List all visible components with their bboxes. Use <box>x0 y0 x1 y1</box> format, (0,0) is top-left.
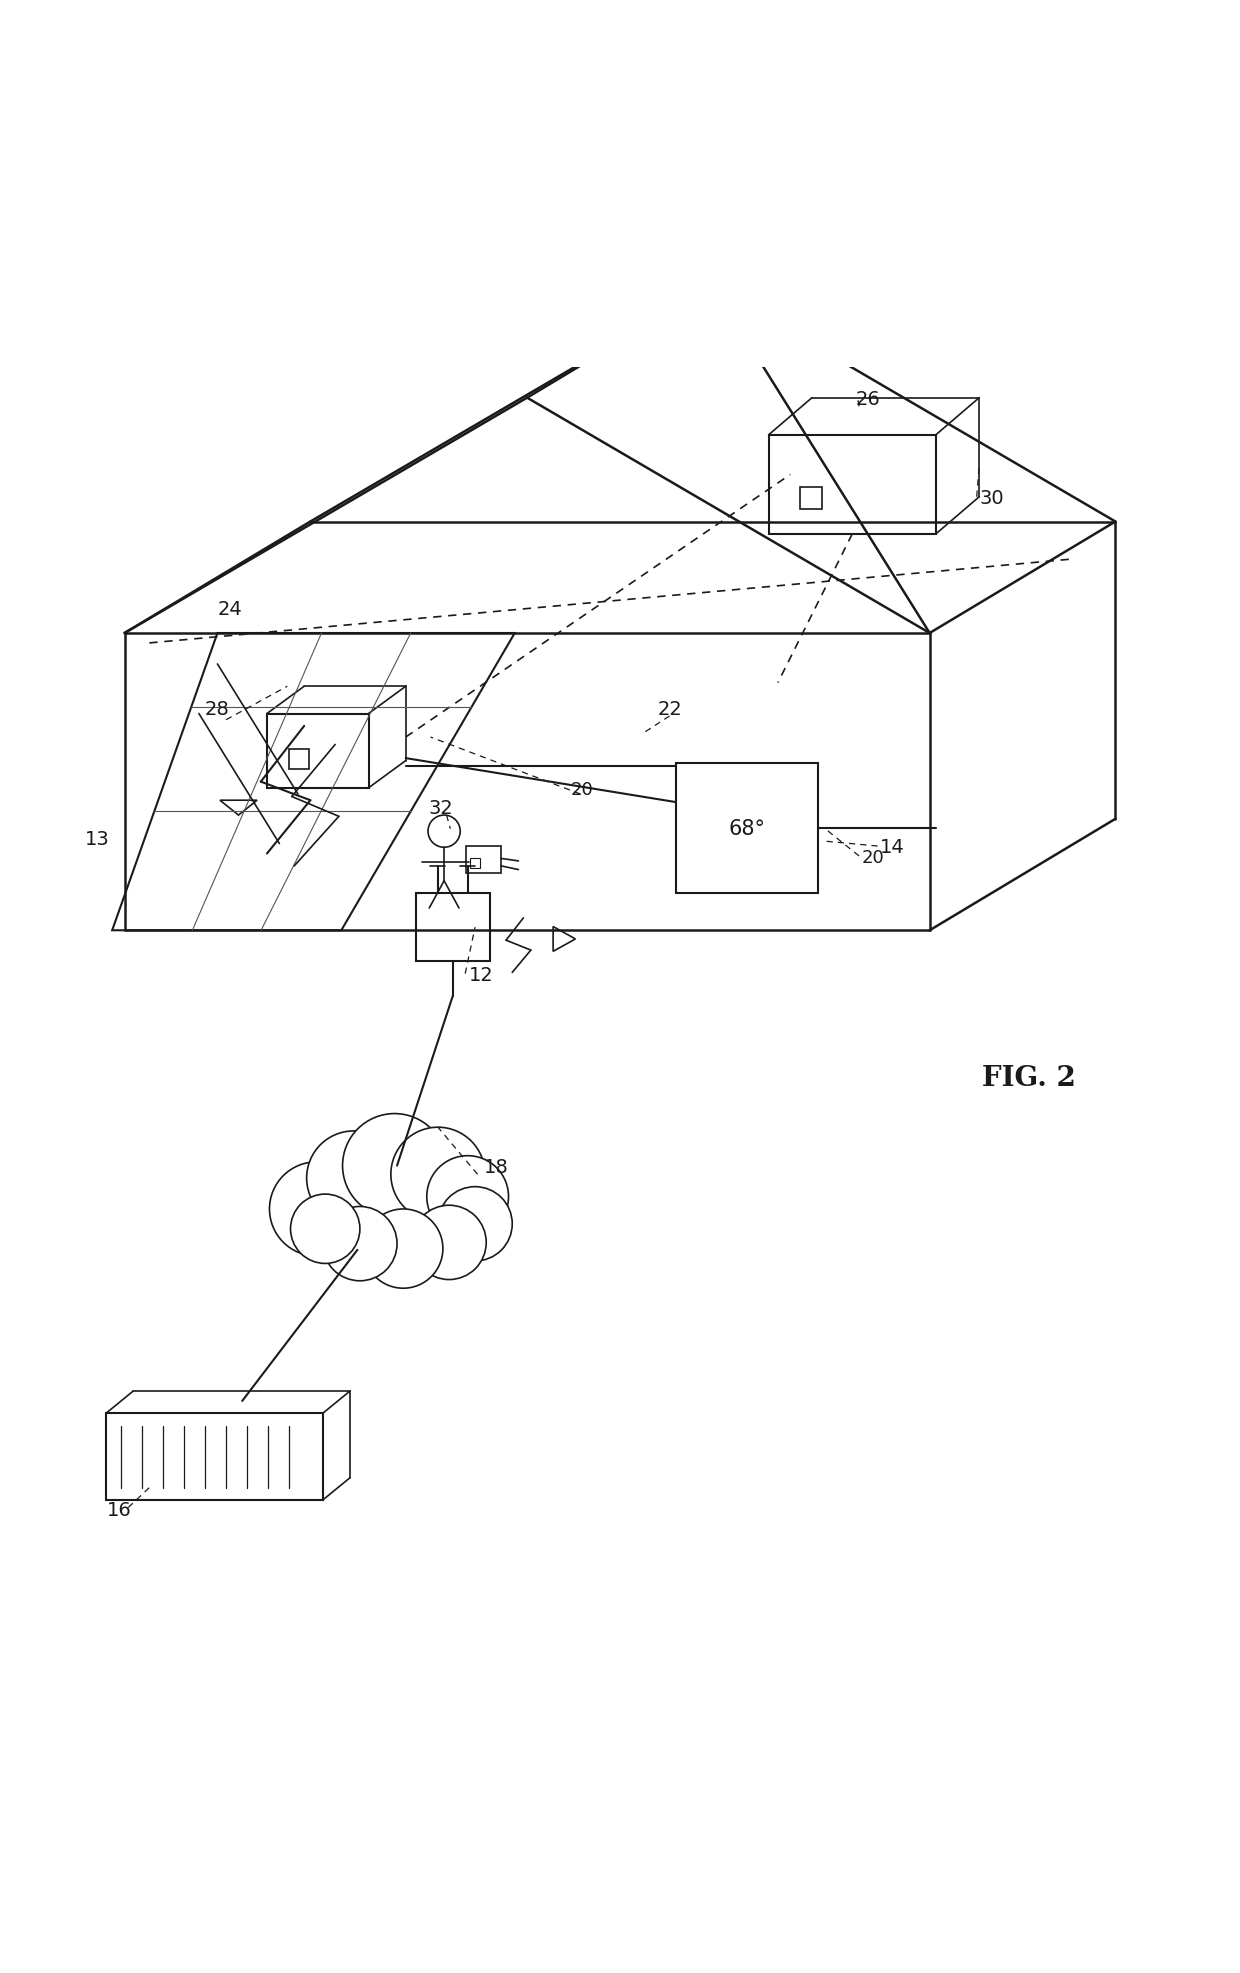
Text: 32: 32 <box>428 799 453 817</box>
Bar <box>267 714 368 789</box>
Text: 68°: 68° <box>728 819 765 839</box>
Bar <box>289 750 309 769</box>
Text: 26: 26 <box>856 389 880 408</box>
Text: FIG. 2: FIG. 2 <box>982 1065 1075 1091</box>
Text: 18: 18 <box>484 1158 508 1176</box>
Text: 24: 24 <box>217 600 242 620</box>
Bar <box>466 846 501 874</box>
Text: 16: 16 <box>107 1499 131 1519</box>
Text: 20: 20 <box>862 848 884 866</box>
Circle shape <box>438 1188 512 1261</box>
Bar <box>470 858 480 868</box>
Text: 13: 13 <box>84 829 109 848</box>
Bar <box>415 894 490 961</box>
Text: 20: 20 <box>570 781 593 799</box>
Circle shape <box>342 1115 446 1217</box>
Circle shape <box>322 1207 397 1280</box>
Circle shape <box>306 1131 401 1225</box>
Circle shape <box>290 1194 360 1265</box>
Circle shape <box>427 1156 508 1237</box>
Bar <box>105 1413 322 1499</box>
Text: 14: 14 <box>880 839 905 856</box>
Text: 12: 12 <box>469 965 494 985</box>
Bar <box>676 764 818 894</box>
Circle shape <box>412 1206 486 1280</box>
Text: 30: 30 <box>980 489 1004 507</box>
Bar <box>769 436 936 535</box>
Text: 28: 28 <box>205 698 229 718</box>
Circle shape <box>391 1129 485 1221</box>
Circle shape <box>363 1209 443 1288</box>
Text: 22: 22 <box>657 698 682 718</box>
Bar <box>800 487 822 509</box>
Circle shape <box>269 1162 363 1257</box>
